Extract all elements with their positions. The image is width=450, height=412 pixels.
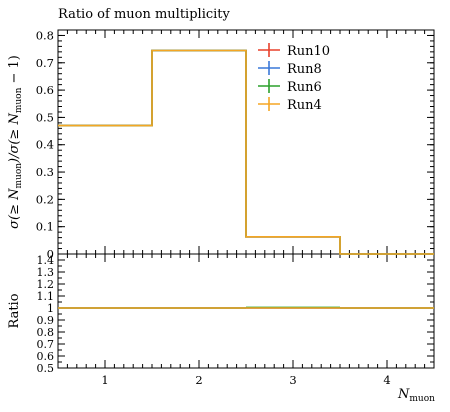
series-run4-histogram	[58, 49, 434, 255]
legend: Run10 Run8 Run6 Run4	[258, 43, 330, 113]
legend-label-run6: Run6	[287, 80, 322, 95]
y-tick-label: 0.1	[36, 220, 54, 234]
x-tick-label: 4	[383, 373, 390, 387]
y-tick-label: 0.5	[36, 110, 54, 124]
ratio-tick-label: 1	[47, 302, 54, 315]
y-zero-label: 0	[47, 247, 54, 261]
x-ticks: 1 2 3 4	[66, 30, 426, 387]
y-tick-label: 0.4	[36, 138, 54, 152]
ratio-tick-label: 1.2	[37, 278, 55, 291]
y-axis-label: σ(≥ Nmuon)/σ(≥ Nmuon − 1)	[7, 55, 24, 229]
x-axis-label: Nmuon	[397, 387, 435, 404]
ratio-plot-frame	[57, 253, 435, 369]
ratio-tick-label: 1.1	[37, 290, 55, 303]
y-tick-label: 0.2	[36, 192, 54, 206]
legend-label-run10: Run10	[287, 44, 330, 59]
y-tick-label: 0.3	[36, 165, 54, 179]
ratio-tick-label: 1.4	[37, 254, 55, 267]
x-tick-label: 1	[101, 373, 108, 387]
main-y-ticks: 0.1 0.2 0.3 0.4 0.5 0.6 0.7 0.8 0	[36, 28, 434, 261]
series-ratio-lines	[58, 306, 434, 309]
ratio-tick-label: 0.8	[37, 326, 55, 339]
ratio-tick-label: 0.5	[37, 362, 55, 375]
x-tick-label: 3	[289, 373, 296, 387]
y-tick-label: 0.8	[36, 28, 54, 42]
ratio-y-ticks: 0.50.60.70.80.911.11.21.31.4	[37, 254, 434, 375]
chart-title: Ratio of muon multiplicity	[58, 7, 231, 22]
y-tick-label: 0.6	[36, 83, 54, 97]
ratio-axis-label: Ratio	[7, 293, 22, 328]
ratio-tick-label: 0.9	[37, 314, 55, 327]
x-tick-label: 2	[195, 373, 202, 387]
legend-label-run4: Run4	[287, 98, 322, 113]
ratio-tick-label: 0.6	[37, 350, 55, 363]
ratio-tick-label: 1.3	[37, 266, 55, 279]
ratio-tick-label: 0.7	[37, 338, 55, 351]
series-histograms	[58, 49, 434, 255]
y-tick-label: 0.7	[36, 56, 54, 70]
legend-label-run8: Run8	[287, 62, 322, 77]
